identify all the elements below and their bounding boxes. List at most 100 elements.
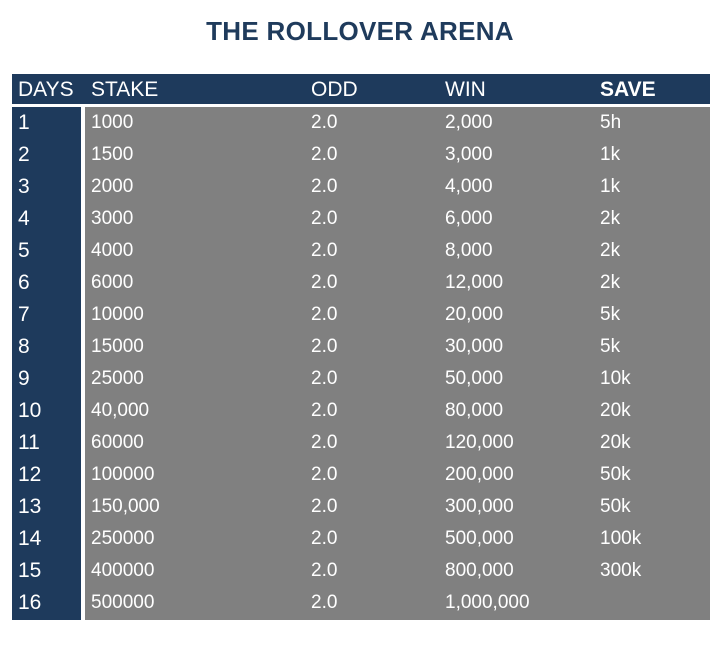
save-cell: 50k xyxy=(600,496,631,517)
table-row: 9 25000 2.0 50,000 10k xyxy=(12,363,710,395)
save-cell: 1k xyxy=(600,176,621,197)
rollover-table: DAYS STAKE ODD WIN SAVE 1 1000 2.0 2,000… xyxy=(12,74,710,620)
days-column-background xyxy=(12,107,81,620)
save-cell: 10k xyxy=(600,368,631,389)
stake-cell: 100000 xyxy=(91,464,155,485)
table-row: 12 100000 2.0 200,000 50k xyxy=(12,459,710,491)
day-cell: 2 xyxy=(18,143,30,166)
save-cell: 100k xyxy=(600,528,642,549)
day-cell: 12 xyxy=(18,463,42,486)
stake-cell: 40,000 xyxy=(91,400,150,421)
header-odd: ODD xyxy=(311,78,358,101)
table-body: 1 1000 2.0 2,000 5h 2 1500 2.0 3,000 1k … xyxy=(12,107,710,620)
odd-cell: 2.0 xyxy=(311,496,338,517)
win-cell: 500,000 xyxy=(445,528,514,549)
save-cell: 1k xyxy=(600,144,621,165)
table-row: 6 6000 2.0 12,000 2k xyxy=(12,267,710,299)
day-cell: 13 xyxy=(18,495,42,518)
save-cell: 300k xyxy=(600,560,642,581)
odd-cell: 2.0 xyxy=(311,432,338,453)
odd-cell: 2.0 xyxy=(311,208,338,229)
odd-cell: 2.0 xyxy=(311,304,338,325)
save-cell: 20k xyxy=(600,400,631,421)
table-row: 14 250000 2.0 500,000 100k xyxy=(12,523,710,555)
day-cell: 8 xyxy=(18,335,30,358)
win-cell: 3,000 xyxy=(445,144,493,165)
win-cell: 80,000 xyxy=(445,400,504,421)
day-cell: 6 xyxy=(18,271,30,294)
stake-cell: 15000 xyxy=(91,336,144,357)
save-cell: 5k xyxy=(600,304,621,325)
table-row: 13 150,000 2.0 300,000 50k xyxy=(12,491,710,523)
day-cell: 5 xyxy=(18,239,30,262)
stake-cell: 25000 xyxy=(91,368,144,389)
save-cell: 2k xyxy=(600,208,621,229)
day-cell: 11 xyxy=(18,431,40,454)
stake-cell: 500000 xyxy=(91,592,155,613)
day-cell: 16 xyxy=(18,591,42,614)
odd-cell: 2.0 xyxy=(311,400,338,421)
stake-cell: 1500 xyxy=(91,144,134,165)
day-cell: 10 xyxy=(18,399,42,422)
save-cell: 50k xyxy=(600,464,631,485)
odd-cell: 2.0 xyxy=(311,144,338,165)
win-cell: 300,000 xyxy=(445,496,514,517)
table-header: DAYS STAKE ODD WIN SAVE xyxy=(12,74,710,104)
day-cell: 1 xyxy=(18,111,30,134)
table-row: 16 500000 2.0 1,000,000 xyxy=(12,587,710,619)
win-cell: 6,000 xyxy=(445,208,493,229)
day-cell: 7 xyxy=(18,303,30,326)
header-days: DAYS xyxy=(18,78,74,101)
table-row: 11 60000 2.0 120,000 20k xyxy=(12,427,710,459)
day-cell: 9 xyxy=(18,367,30,390)
save-cell: 5k xyxy=(600,336,621,357)
odd-cell: 2.0 xyxy=(311,176,338,197)
save-cell: 5h xyxy=(600,112,622,133)
stake-cell: 10000 xyxy=(91,304,144,325)
table-row: 5 4000 2.0 8,000 2k xyxy=(12,235,710,267)
win-cell: 4,000 xyxy=(445,176,493,197)
data-cells-background xyxy=(85,107,710,620)
page-title: THE ROLLOVER ARENA xyxy=(206,16,514,46)
win-cell: 50,000 xyxy=(445,368,504,389)
table-row: 3 2000 2.0 4,000 1k xyxy=(12,171,710,203)
odd-cell: 2.0 xyxy=(311,112,338,133)
odd-cell: 2.0 xyxy=(311,336,338,357)
win-cell: 20,000 xyxy=(445,304,504,325)
stake-cell: 400000 xyxy=(91,560,155,581)
stake-cell: 6000 xyxy=(91,272,134,293)
table-row: 7 10000 2.0 20,000 5k xyxy=(12,299,710,331)
odd-cell: 2.0 xyxy=(311,592,338,613)
day-cell: 4 xyxy=(18,207,30,230)
odd-cell: 2.0 xyxy=(311,272,338,293)
odd-cell: 2.0 xyxy=(311,368,338,389)
win-cell: 12,000 xyxy=(445,272,504,293)
stake-cell: 3000 xyxy=(91,208,134,229)
table-row: 2 1500 2.0 3,000 1k xyxy=(12,139,710,171)
table-row: 10 40,000 2.0 80,000 20k xyxy=(12,395,710,427)
save-cell: 2k xyxy=(600,272,621,293)
odd-cell: 2.0 xyxy=(311,464,338,485)
header-stake: STAKE xyxy=(91,78,159,101)
win-cell: 30,000 xyxy=(445,336,504,357)
stake-cell: 150,000 xyxy=(91,496,160,517)
win-cell: 200,000 xyxy=(445,464,514,485)
win-cell: 2,000 xyxy=(445,112,493,133)
stake-cell: 60000 xyxy=(91,432,144,453)
header-win: WIN xyxy=(445,78,486,101)
table-row: 1 1000 2.0 2,000 5h xyxy=(12,107,710,139)
day-cell: 3 xyxy=(18,175,30,198)
odd-cell: 2.0 xyxy=(311,528,338,549)
stake-cell: 1000 xyxy=(91,112,134,133)
stake-cell: 4000 xyxy=(91,240,134,261)
stake-cell: 2000 xyxy=(91,176,134,197)
odd-cell: 2.0 xyxy=(311,240,338,261)
win-cell: 120,000 xyxy=(445,432,514,453)
table-row: 15 400000 2.0 800,000 300k xyxy=(12,555,710,587)
header-save: SAVE xyxy=(600,78,656,101)
day-cell: 14 xyxy=(18,527,42,550)
win-cell: 800,000 xyxy=(445,560,514,581)
table-row: 4 3000 2.0 6,000 2k xyxy=(12,203,710,235)
win-cell: 1,000,000 xyxy=(445,592,530,613)
win-cell: 8,000 xyxy=(445,240,493,261)
